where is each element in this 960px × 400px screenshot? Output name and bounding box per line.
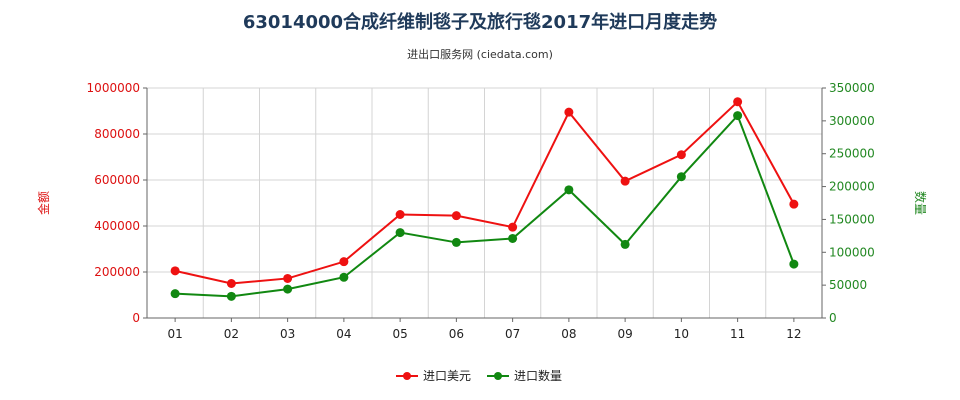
x-tick-label: 09: [617, 327, 632, 341]
legend-label-1: 进口美元: [423, 369, 471, 383]
x-tick-label: 11: [730, 327, 745, 341]
series-2-point: [733, 111, 743, 121]
y-right-tick-label: 50000: [829, 278, 867, 292]
series-1-point: [676, 150, 686, 160]
series-2-point: [564, 185, 574, 195]
x-tick-label: 05: [392, 327, 407, 341]
chart-subtitle: 进出口服务网 (ciedata.com): [407, 48, 553, 61]
series-1-point: [283, 273, 293, 283]
series-2-point: [789, 259, 799, 269]
y-right-tick-label: 250000: [829, 147, 875, 161]
y-right-tick-label: 150000: [829, 212, 875, 226]
series-2-point: [339, 272, 349, 282]
y-right-tick-label: 0: [829, 311, 837, 325]
x-tick-label: 12: [786, 327, 801, 341]
series-1-point: [395, 210, 405, 219]
y-left-axis-title: 金额: [36, 191, 51, 215]
x-tick-label: 08: [561, 327, 576, 341]
series-2-point: [170, 289, 180, 299]
series-1-point: [226, 279, 236, 288]
series-1-point: [170, 266, 180, 276]
series-1-point: [620, 176, 630, 186]
y-left-tick-label: 400000: [94, 219, 140, 233]
legend-marker-2: [494, 372, 502, 380]
series-2-point: [451, 237, 461, 247]
chart-title: 63014000合成纤维制毯子及旅行毯2017年进口月度走势: [242, 12, 718, 33]
y-right-tick-label: 100000: [829, 245, 875, 259]
x-tick-label: 10: [674, 327, 689, 341]
y-left-tick-label: 1000000: [87, 81, 140, 95]
legend-marker-1: [403, 372, 411, 380]
y-right-tick-label: 350000: [829, 81, 875, 95]
series-1-point: [733, 97, 743, 107]
y-left-tick-label: 800000: [94, 127, 140, 141]
y-right-tick-label: 200000: [829, 180, 875, 194]
x-tick-label: 01: [167, 327, 182, 341]
y-left-tick-label: 200000: [94, 265, 140, 279]
legend-label-2: 进口数量: [514, 368, 562, 383]
series-1-point: [789, 199, 799, 209]
y-right-tick-label: 300000: [829, 114, 875, 128]
series-2-point: [676, 172, 686, 182]
series-1-point: [339, 257, 349, 267]
series-line-1: [174, 100, 795, 285]
series-2-point: [226, 291, 236, 301]
series-2-point: [395, 228, 405, 238]
x-tick-label: 04: [336, 327, 351, 341]
series-1-point: [451, 211, 461, 221]
x-tick-label: 06: [449, 327, 464, 341]
x-tick-label: 02: [224, 327, 239, 341]
series-2-point: [620, 239, 630, 249]
x-tick-label: 03: [280, 327, 295, 341]
series-1-point: [508, 222, 518, 232]
x-tick-label: 07: [505, 327, 520, 341]
series-1-point: [564, 107, 574, 117]
y-left-tick-label: 0: [132, 311, 140, 325]
y-right-axis-title: 数量: [913, 191, 928, 215]
y-left-tick-label: 600000: [94, 173, 140, 187]
series-line-2: [175, 113, 795, 298]
series-2-point: [283, 284, 293, 294]
series-2-point: [508, 233, 518, 243]
